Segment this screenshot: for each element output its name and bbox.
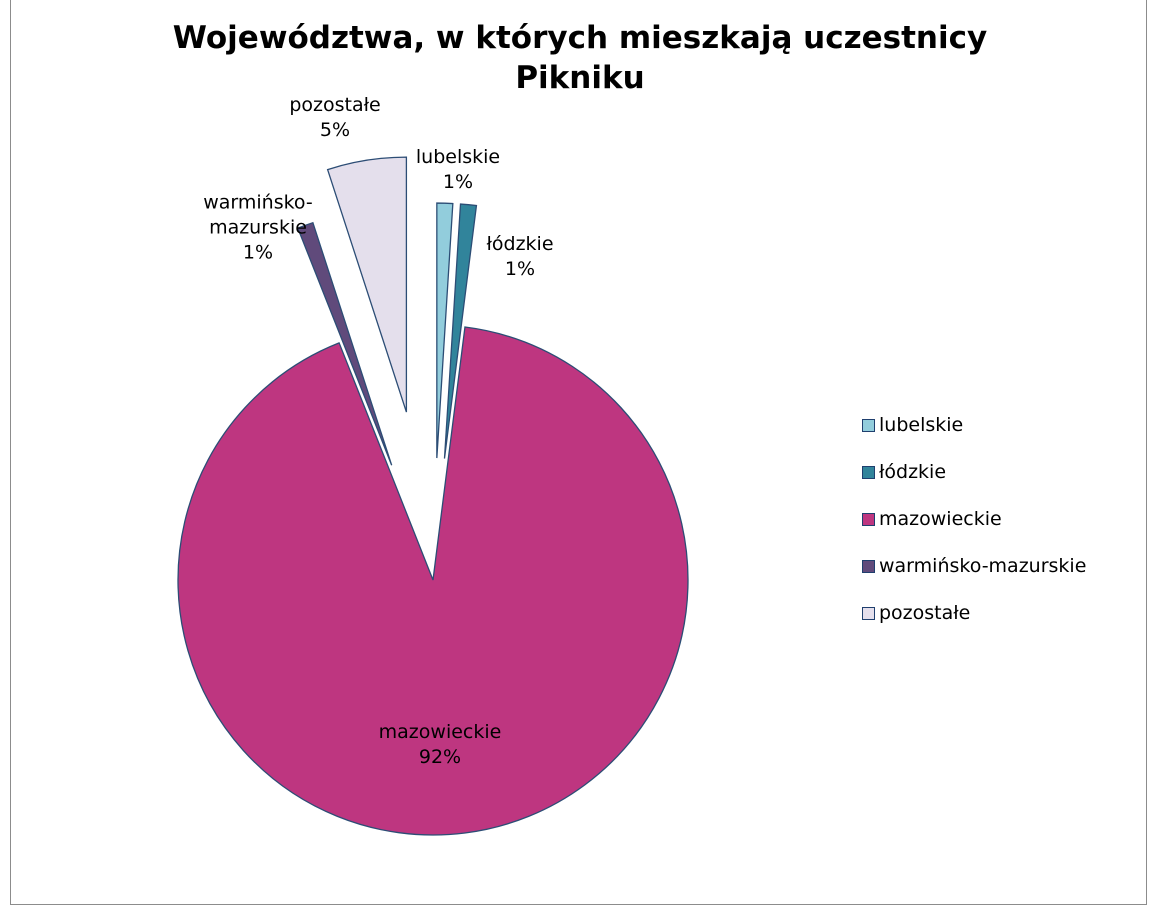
legend-label: łódzkie <box>879 461 947 483</box>
data-label-value: 5% <box>319 119 351 141</box>
data-label: łódzkie 1% <box>460 232 580 282</box>
data-label: pozostałe 5% <box>275 93 395 143</box>
data-label-name: pozostałe <box>289 94 381 116</box>
legend-label: lubelskie <box>879 414 964 436</box>
legend-entry: łódzkie <box>862 460 946 484</box>
data-label-value: 1% <box>504 258 536 280</box>
legend-entry: pozostałe <box>862 601 970 625</box>
legend-entry: warmińsko-mazurskie <box>862 554 1086 578</box>
data-label-value: 1% <box>442 171 474 193</box>
pie-slice <box>326 156 408 413</box>
legend-swatch <box>862 559 875 573</box>
pie-slice <box>443 203 478 459</box>
data-label: mazowieckie 92% <box>340 720 540 770</box>
legend-swatch <box>862 606 875 620</box>
pie-slice <box>296 221 393 466</box>
data-label-value: 92% <box>418 746 462 768</box>
legend-swatch <box>862 512 875 526</box>
legend-entry: mazowieckie <box>862 507 1002 531</box>
data-label-value: 1% <box>242 241 274 264</box>
data-label-name: warmińsko-mazurskie <box>203 191 313 239</box>
pie-slice <box>177 326 689 836</box>
legend-label: mazowieckie <box>879 508 1002 530</box>
pie-slice <box>436 202 454 459</box>
data-label-name: lubelskie <box>415 146 501 168</box>
data-label: lubelskie 1% <box>398 145 518 195</box>
legend-swatch <box>862 418 875 432</box>
legend-label: pozostałe <box>879 602 971 624</box>
legend-entry: lubelskie <box>862 413 963 437</box>
data-label-name: łódzkie <box>486 233 554 255</box>
chart-frame <box>10 0 1147 905</box>
data-label: warmińsko-mazurskie 1% <box>188 191 328 266</box>
chart-title: Województwa, w których mieszkają uczestn… <box>172 20 988 96</box>
data-label-name: mazowieckie <box>378 721 502 743</box>
legend-swatch <box>862 465 875 479</box>
legend-label: warmińsko-mazurskie <box>879 555 1087 577</box>
